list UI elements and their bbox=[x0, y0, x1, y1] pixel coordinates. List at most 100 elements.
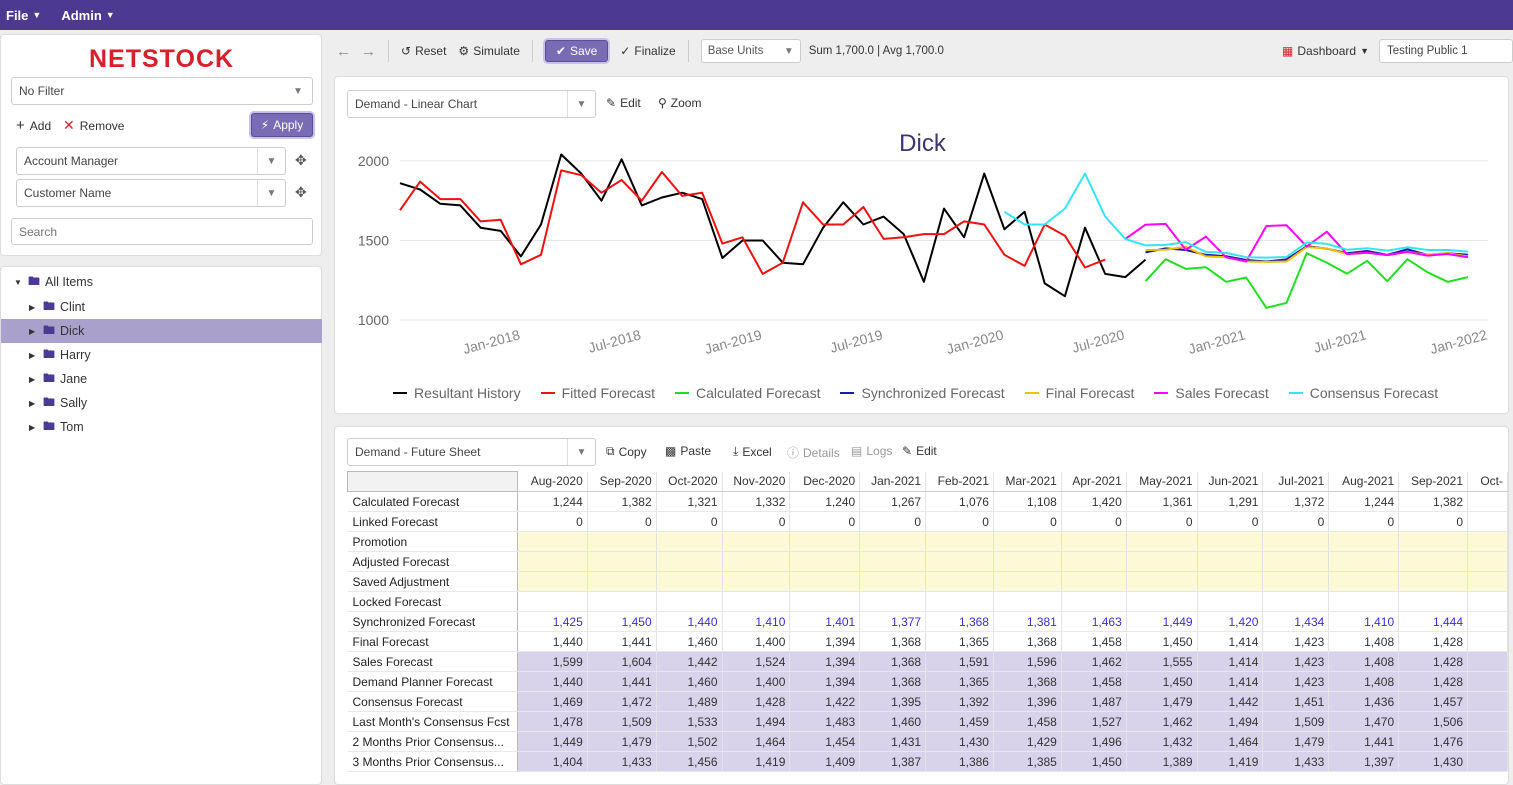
table-cell[interactable] bbox=[789, 531, 861, 552]
table-cell[interactable]: 1,429 bbox=[993, 731, 1062, 752]
table-cell[interactable]: 1,440 bbox=[656, 611, 723, 632]
table-cell[interactable]: 1,108 bbox=[993, 491, 1062, 512]
table-cell[interactable]: 1,394 bbox=[789, 651, 861, 672]
table-cell[interactable] bbox=[1467, 551, 1508, 572]
table-cell[interactable]: 1,431 bbox=[859, 731, 927, 752]
reset-button[interactable]: ↺ Reset bbox=[401, 44, 446, 58]
table-cell[interactable] bbox=[1398, 591, 1468, 612]
table-cell[interactable] bbox=[587, 591, 657, 612]
table-cell[interactable]: 1,458 bbox=[1061, 631, 1127, 652]
table-cell[interactable] bbox=[1061, 551, 1127, 572]
chart-zoom-button[interactable]: ⚲ Zoom bbox=[658, 96, 701, 110]
table-cell[interactable]: 1,464 bbox=[1197, 731, 1264, 752]
table-cell[interactable]: 1,509 bbox=[587, 711, 657, 732]
table-cell[interactable] bbox=[1328, 571, 1400, 592]
table-cell[interactable]: 1,524 bbox=[722, 651, 791, 672]
table-cell[interactable]: 1,449 bbox=[1126, 611, 1198, 632]
legend-item[interactable]: Sales Forecast bbox=[1154, 385, 1269, 401]
legend-item[interactable]: Resultant History bbox=[393, 385, 521, 401]
table-cell[interactable]: 1,428 bbox=[1398, 631, 1468, 652]
table-cell[interactable] bbox=[1126, 591, 1198, 612]
table-cell[interactable]: 1,462 bbox=[1061, 651, 1127, 672]
table-cell[interactable]: 1,487 bbox=[1061, 691, 1127, 712]
table-cell[interactable] bbox=[1467, 691, 1508, 712]
table-cell[interactable]: 1,433 bbox=[587, 751, 657, 772]
move-icon[interactable]: ✥ bbox=[295, 152, 307, 168]
back-arrow-icon[interactable]: ← bbox=[336, 42, 351, 60]
table-cell[interactable]: 1,244 bbox=[1328, 491, 1400, 512]
table-cell[interactable]: 1,440 bbox=[517, 631, 588, 652]
column-header[interactable]: May-2021 bbox=[1126, 471, 1198, 492]
table-cell[interactable] bbox=[789, 591, 861, 612]
table-cell[interactable]: 1,408 bbox=[1328, 671, 1400, 692]
dashboard-menu[interactable]: ▦ Dashboard ▼ bbox=[1282, 44, 1369, 58]
table-cell[interactable]: 1,430 bbox=[925, 731, 994, 752]
table-cell[interactable]: 1,419 bbox=[722, 751, 791, 772]
logs-button[interactable]: ▤ Logs bbox=[851, 444, 892, 458]
tree-root-all-items[interactable]: ▼ 🖿 All Items bbox=[1, 270, 322, 294]
table-cell[interactable]: 1,483 bbox=[789, 711, 861, 732]
grid-corner[interactable] bbox=[347, 471, 518, 492]
table-cell[interactable]: 1,076 bbox=[925, 491, 994, 512]
forward-arrow-icon[interactable]: → bbox=[361, 42, 376, 60]
table-cell[interactable]: 1,385 bbox=[993, 751, 1062, 772]
table-cell[interactable] bbox=[517, 551, 588, 572]
table-cell[interactable] bbox=[722, 531, 791, 552]
filter-select[interactable]: No Filter ▼ bbox=[11, 77, 313, 105]
table-cell[interactable]: 1,441 bbox=[587, 671, 657, 692]
column-header[interactable]: Feb-2021 bbox=[925, 471, 994, 492]
table-cell[interactable]: 1,460 bbox=[859, 711, 927, 732]
table-cell[interactable] bbox=[1328, 591, 1400, 612]
table-cell[interactable] bbox=[517, 591, 588, 612]
admin-menu[interactable]: Admin ▼ bbox=[61, 8, 114, 23]
table-cell[interactable] bbox=[1262, 571, 1330, 592]
table-cell[interactable]: 1,591 bbox=[925, 651, 994, 672]
apply-button[interactable]: ⚡ Apply bbox=[251, 113, 313, 137]
table-cell[interactable] bbox=[656, 531, 723, 552]
table-cell[interactable]: 1,440 bbox=[517, 671, 588, 692]
table-cell[interactable]: 1,423 bbox=[1262, 631, 1330, 652]
save-button[interactable]: ✔ Save bbox=[544, 40, 609, 62]
table-cell[interactable]: 1,479 bbox=[1126, 691, 1198, 712]
table-cell[interactable]: 1,420 bbox=[1197, 611, 1264, 632]
table-cell[interactable]: 1,394 bbox=[789, 631, 861, 652]
table-cell[interactable] bbox=[1328, 531, 1400, 552]
table-cell[interactable] bbox=[722, 551, 791, 572]
table-cell[interactable]: 1,478 bbox=[517, 711, 588, 732]
legend-item[interactable]: Fitted Forecast bbox=[540, 385, 655, 401]
table-cell[interactable]: 1,400 bbox=[722, 671, 791, 692]
table-cell[interactable] bbox=[1328, 551, 1400, 572]
legend-item[interactable]: Consensus Forecast bbox=[1288, 385, 1438, 401]
legend-item[interactable]: Calculated Forecast bbox=[674, 385, 820, 401]
table-cell[interactable] bbox=[1262, 551, 1330, 572]
chart-edit-button[interactable]: ✎ Edit bbox=[606, 96, 641, 110]
column-header[interactable]: Jun-2021 bbox=[1197, 471, 1264, 492]
table-cell[interactable]: 0 bbox=[859, 511, 927, 532]
table-cell[interactable]: 1,479 bbox=[587, 731, 657, 752]
table-cell[interactable] bbox=[722, 591, 791, 612]
table-cell[interactable] bbox=[1398, 551, 1468, 572]
details-button[interactable]: ⓘ Details bbox=[787, 444, 840, 461]
table-cell[interactable]: 1,392 bbox=[925, 691, 994, 712]
paste-button[interactable]: ▩ Paste bbox=[665, 444, 711, 458]
table-cell[interactable]: 1,240 bbox=[789, 491, 861, 512]
table-cell[interactable] bbox=[1197, 551, 1264, 572]
table-cell[interactable]: 1,368 bbox=[993, 631, 1062, 652]
table-cell[interactable]: 1,449 bbox=[517, 731, 588, 752]
filter-field-customer-name[interactable]: Customer Name ▼ bbox=[16, 179, 286, 207]
table-cell[interactable] bbox=[859, 591, 927, 612]
table-cell[interactable]: 1,400 bbox=[722, 631, 791, 652]
table-cell[interactable]: 0 bbox=[925, 511, 994, 532]
table-cell[interactable]: 1,396 bbox=[993, 691, 1062, 712]
table-cell[interactable]: 0 bbox=[517, 511, 588, 532]
table-cell[interactable]: 1,506 bbox=[1398, 711, 1468, 732]
table-cell[interactable]: 1,387 bbox=[859, 751, 927, 772]
table-cell[interactable]: 1,361 bbox=[1126, 491, 1198, 512]
table-cell[interactable] bbox=[859, 551, 927, 572]
table-cell[interactable]: 1,430 bbox=[1398, 751, 1468, 772]
table-cell[interactable]: 0 bbox=[1061, 511, 1127, 532]
table-cell[interactable]: 1,365 bbox=[925, 631, 994, 652]
table-cell[interactable] bbox=[1467, 571, 1508, 592]
table-cell[interactable]: 1,244 bbox=[517, 491, 588, 512]
table-cell[interactable]: 1,460 bbox=[656, 671, 723, 692]
